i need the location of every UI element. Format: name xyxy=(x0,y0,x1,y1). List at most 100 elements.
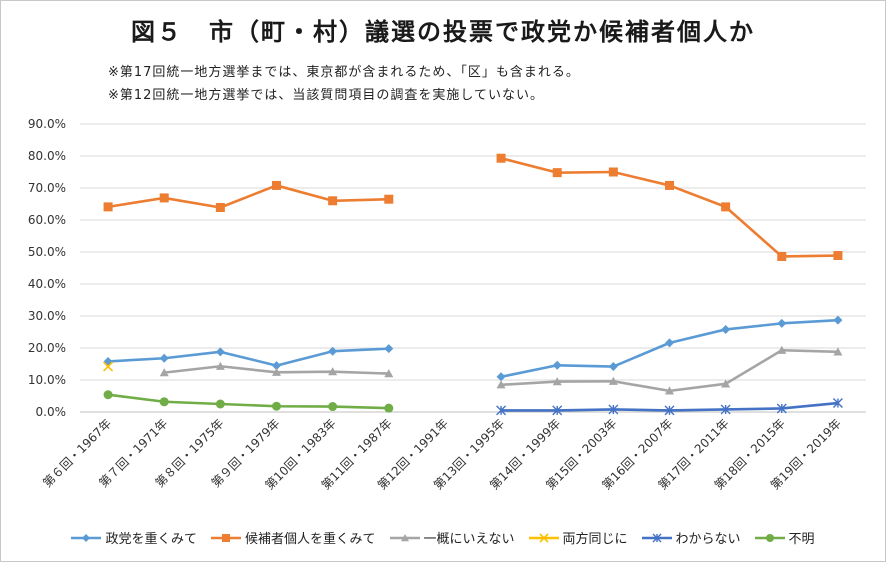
data-point xyxy=(496,153,506,163)
y-tick-label: 40.0% xyxy=(28,277,66,291)
y-tick-label: 80.0% xyxy=(28,149,66,163)
y-tick-label: 30.0% xyxy=(28,309,66,323)
data-point xyxy=(777,345,787,354)
data-point xyxy=(552,360,562,370)
data-point xyxy=(328,196,338,206)
legend: 政党を重くみて 候補者個人を重くみて 一概にいえない 両方同じに わからない 不明 xyxy=(0,528,886,547)
data-point xyxy=(608,376,618,385)
data-point xyxy=(328,402,338,412)
data-point xyxy=(721,324,731,334)
y-axis: 0.0% 10.0% 20.0% 30.0% 40.0% 50.0% 60.0% 70.0% 8… xyxy=(28,117,66,419)
data-point xyxy=(159,193,169,203)
data-point xyxy=(384,344,394,354)
legend-item: わからない xyxy=(641,528,741,547)
legend-label: わからない xyxy=(675,532,741,547)
legend-item: 候補者個人を重くみて xyxy=(210,528,376,547)
x-axis: 第６回・1967年第７回・1971年第８回・1975年第９回・1979年第10回… xyxy=(40,416,844,492)
y-tick-label: 90.0% xyxy=(28,117,66,131)
data-point xyxy=(608,167,618,177)
data-point xyxy=(608,362,618,372)
data-point xyxy=(776,403,787,414)
data-point xyxy=(272,180,281,190)
data-point xyxy=(103,356,113,366)
series-4 xyxy=(496,398,843,416)
data-point xyxy=(665,338,674,348)
series-0 xyxy=(103,315,843,382)
legend-swatch xyxy=(210,533,241,542)
series-3 xyxy=(103,361,114,372)
data-point xyxy=(384,403,394,413)
legend-swatch xyxy=(71,533,102,542)
data-point xyxy=(777,251,787,261)
data-point xyxy=(159,353,169,363)
data-point xyxy=(215,399,225,409)
data-point xyxy=(833,251,843,261)
data-point xyxy=(328,367,338,376)
data-point xyxy=(272,367,281,376)
legend-item: 一概にいえない xyxy=(389,528,515,547)
data-point xyxy=(159,397,169,407)
y-tick-label: 50.0% xyxy=(28,245,66,259)
y-tick-label: 60.0% xyxy=(28,213,66,227)
note-2: ※第12回統一地方選挙では、当該質問項目の調査を実施していない。 xyxy=(108,88,545,103)
data-point xyxy=(720,404,731,415)
data-point xyxy=(552,405,563,416)
data-point xyxy=(721,379,731,388)
data-point xyxy=(665,180,674,190)
data-point xyxy=(833,315,843,325)
data-point xyxy=(552,168,562,178)
legend-label: 候補者個人を重くみて xyxy=(244,532,376,547)
data-point xyxy=(664,405,675,416)
data-point xyxy=(272,361,281,371)
data-point xyxy=(215,203,225,213)
y-tick-label: 10.0% xyxy=(28,373,66,387)
series-2 xyxy=(159,345,843,395)
data-point xyxy=(103,202,113,212)
data-point xyxy=(496,372,506,382)
series-1 xyxy=(103,153,843,261)
y-tick-label: 70.0% xyxy=(28,181,66,195)
series-line xyxy=(107,184,389,209)
data-point xyxy=(328,346,338,356)
data-point xyxy=(215,361,225,370)
legend-swatch xyxy=(641,533,672,542)
legend-swatch xyxy=(389,533,420,541)
data-point xyxy=(159,368,169,377)
note-1: ※第17回統一地方選挙までは、東京都が含まれるため、「区」も含まれる。 xyxy=(108,65,580,80)
legend-label: 政党を重くみて xyxy=(105,532,197,547)
data-point xyxy=(833,347,843,356)
legend-swatch xyxy=(754,533,785,542)
data-point xyxy=(608,404,619,415)
data-point xyxy=(496,405,507,416)
legend-item: 不明 xyxy=(754,528,815,547)
legend-label: 両方同じに xyxy=(562,532,628,547)
series-line xyxy=(107,393,389,410)
series-line xyxy=(107,347,389,367)
series-5 xyxy=(103,390,394,413)
data-point xyxy=(103,361,114,372)
data-point xyxy=(721,202,731,212)
data-point xyxy=(272,401,281,411)
legend-label: 不明 xyxy=(788,532,815,547)
legend-label: 一概にいえない xyxy=(423,532,515,547)
data-point xyxy=(665,386,674,395)
legend-item: 両方同じに xyxy=(528,528,628,547)
y-tick-label: 20.0% xyxy=(28,341,66,355)
data-point xyxy=(384,194,394,204)
data-point xyxy=(496,380,506,389)
data-point xyxy=(777,318,787,328)
series-line xyxy=(500,348,838,393)
grid-lines xyxy=(80,123,866,413)
data-point xyxy=(103,390,113,400)
series-line xyxy=(500,156,838,258)
data-point xyxy=(552,377,562,386)
legend-swatch xyxy=(528,532,559,543)
data-point xyxy=(215,347,225,357)
chart-title: 図５ 市（町・村）議選の投票で政党か候補者個人か xyxy=(131,18,755,46)
data-point xyxy=(384,369,394,378)
y-tick-label: 0.0% xyxy=(36,405,67,419)
series-group xyxy=(103,153,843,416)
data-point xyxy=(832,398,843,409)
